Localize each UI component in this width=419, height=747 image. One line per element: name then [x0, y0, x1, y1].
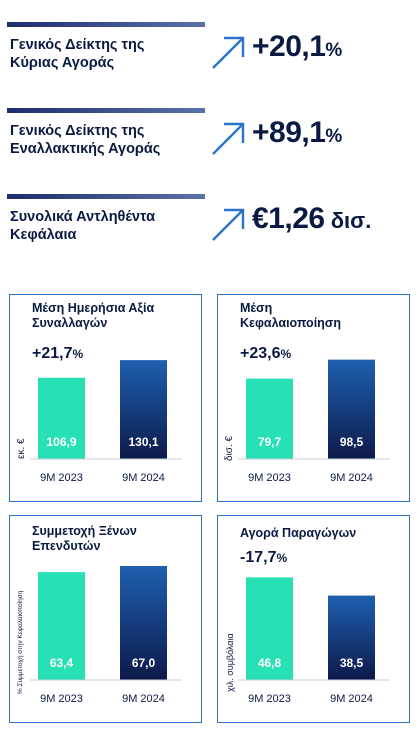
data-label: 98,5 — [340, 435, 364, 449]
bar-9m-2024 — [120, 566, 167, 680]
category-label: 9M 2023 — [40, 472, 83, 484]
kpi-label: Γενικός Δείκτης της Κύριας Αγοράς — [10, 37, 145, 71]
chart-panel-foreign-investors: Συμμετοχή Ξένων Επενδυτών % Συμμετοχή στ… — [9, 515, 202, 723]
kpi-divider — [7, 22, 205, 27]
data-label: 67,0 — [132, 656, 156, 670]
category-label: 9M 2023 — [248, 693, 291, 705]
chart-title: Μέση Κεφαλαιοποίηση — [240, 301, 341, 330]
bar-9m-2024 — [328, 595, 375, 680]
data-label: 38,5 — [340, 656, 364, 670]
chart-panel-avg-daily-value: Μέση Ημερήσια Αξία Συναλλαγών +21,7% εκ.… — [9, 294, 202, 502]
chart-panel-derivatives: Αγορά Παραγώγων -17,7% χιλ. συμβόλαια 46… — [217, 515, 410, 723]
chart-title: Συμμετοχή Ξένων Επενδυτών — [32, 524, 137, 553]
arrow-up-right-icon — [212, 122, 245, 155]
chart-change: -17,7% — [240, 549, 288, 566]
data-label: 63,4 — [50, 656, 74, 670]
chart-panel-avg-market-cap: Μέση Κεφαλαιοποίηση +23,6% δισ. € 79,7 9M… — [217, 294, 410, 502]
category-label: 9M 2024 — [330, 472, 373, 484]
bar-9m-2023 — [246, 378, 293, 459]
kpi-divider — [7, 108, 205, 113]
chart-change: +21,7% — [32, 345, 84, 362]
kpi-main-market: Γενικός Δείκτης της Κύριας Αγοράς +20,1% — [0, 22, 419, 102]
bar-plot: 46,8 9M 2023 38,5 9M 2024 — [238, 577, 390, 705]
bar-plot: 63,4 9M 2023 67,0 9M 2024 — [30, 566, 182, 705]
category-label: 9M 2024 — [122, 472, 165, 484]
kpi-value: +20,1% — [252, 30, 343, 63]
kpi-divider — [7, 194, 205, 199]
data-label: 106,9 — [46, 435, 76, 449]
category-label: 9M 2024 — [330, 693, 373, 705]
chart-title: Αγορά Παραγώγων — [240, 526, 357, 540]
chart-change: +23,6% — [240, 345, 292, 362]
data-label: 46,8 — [258, 656, 282, 670]
bar-plot: 79,7 9M 2023 98,5 9M 2024 — [238, 359, 390, 484]
bar-9m-2024 — [120, 360, 167, 459]
kpi-label: Γενικός Δείκτης της Εναλλακτικής Αγοράς — [10, 123, 161, 157]
bar-plot: 106,9 9M 2023 130,1 9M 2024 — [30, 360, 182, 484]
category-label: 9M 2023 — [40, 693, 83, 705]
arrow-up-right-icon — [212, 36, 245, 69]
category-label: 9M 2024 — [122, 693, 165, 705]
data-label: 79,7 — [258, 435, 282, 449]
kpi-capital-raised: Συνολικά Αντληθέντα Κεφάλαια €1,26 δισ. — [0, 194, 419, 274]
bar-9m-2023 — [246, 577, 293, 680]
kpi-alternative-market: Γενικός Δείκτης της Εναλλακτικής Αγοράς … — [0, 108, 419, 188]
arrow-up-right-icon — [212, 208, 245, 241]
data-label: 130,1 — [128, 435, 158, 449]
chart-title: Μέση Ημερήσια Αξία Συναλλαγών — [32, 301, 155, 330]
kpi-label: Συνολικά Αντληθέντα Κεφάλαια — [10, 209, 155, 243]
kpi-value: €1,26 δισ. — [252, 202, 372, 235]
bar-9m-2023 — [38, 572, 85, 680]
category-label: 9M 2023 — [248, 472, 291, 484]
bar-9m-2024 — [328, 359, 375, 459]
kpi-value: +89,1% — [252, 116, 343, 149]
bar-9m-2023 — [38, 377, 85, 459]
